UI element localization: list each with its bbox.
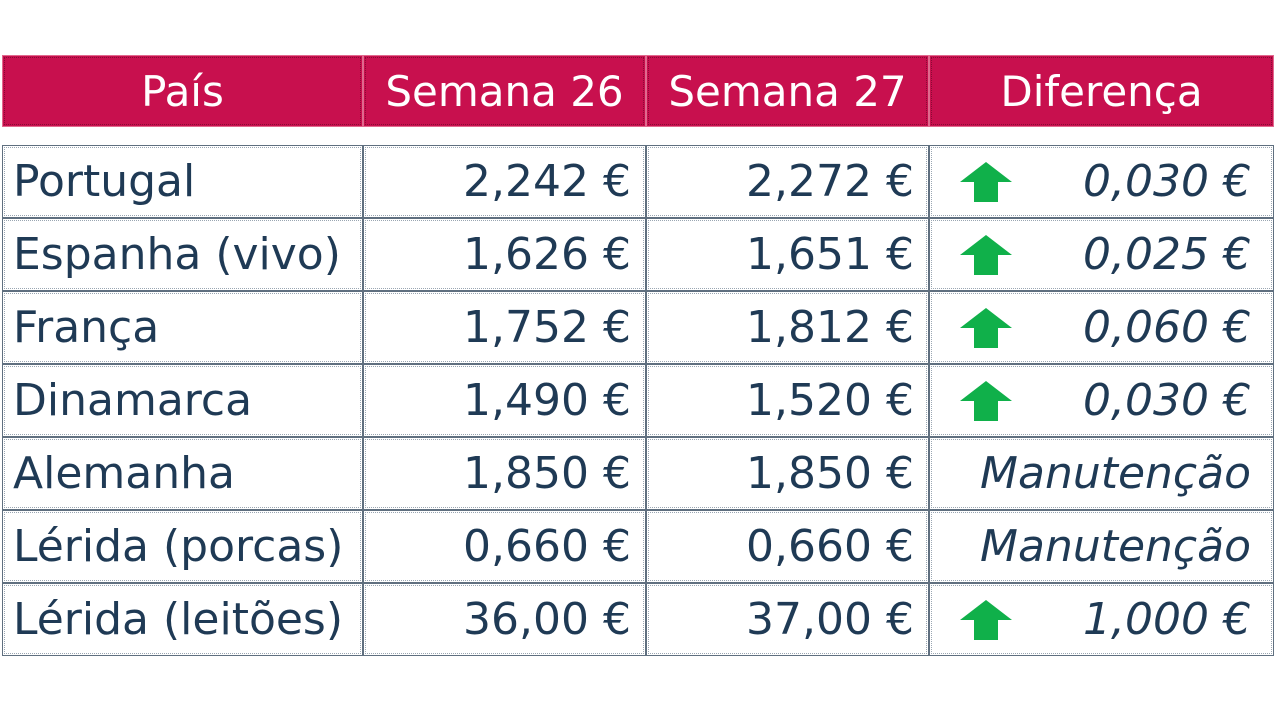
week27-value: 1,850 € <box>646 437 929 510</box>
week27-value: 37,00 € <box>646 583 929 656</box>
week26-value: 1,752 € <box>363 291 646 364</box>
week26-value: 2,242 € <box>363 145 646 218</box>
country-cell: Dinamarca <box>2 364 363 437</box>
difference-cell: Manutenção <box>929 437 1274 510</box>
price-table: País Semana 26 Semana 27 Diferença Portu… <box>2 55 1278 656</box>
difference-cell: 0,025 € <box>929 218 1274 291</box>
difference-value: Manutenção <box>980 521 1251 572</box>
header-week26: Semana 26 <box>363 55 646 127</box>
header-difference: Diferença <box>929 55 1274 127</box>
arrow-up-icon <box>960 161 1012 202</box>
country-cell: Espanha (vivo) <box>2 218 363 291</box>
difference-value: Manutenção <box>980 448 1251 499</box>
week26-value: 1,626 € <box>363 218 646 291</box>
country-cell: França <box>2 291 363 364</box>
country-cell: Portugal <box>2 145 363 218</box>
week27-value: 0,660 € <box>646 510 929 583</box>
arrow-up-icon <box>960 599 1012 640</box>
arrow-up-icon <box>960 234 1012 275</box>
difference-value: 0,025 € <box>1083 229 1251 280</box>
difference-cell: 1,000 € <box>929 583 1274 656</box>
difference-value: 0,030 € <box>1083 375 1251 426</box>
country-cell: Lérida (porcas) <box>2 510 363 583</box>
week27-value: 1,520 € <box>646 364 929 437</box>
difference-value: 0,060 € <box>1083 302 1251 353</box>
week26-value: 1,850 € <box>363 437 646 510</box>
arrow-up-icon <box>960 380 1012 421</box>
difference-cell: Manutenção <box>929 510 1274 583</box>
difference-cell: 0,060 € <box>929 291 1274 364</box>
difference-value: 0,030 € <box>1083 156 1251 207</box>
week27-value: 1,651 € <box>646 218 929 291</box>
week26-value: 1,490 € <box>363 364 646 437</box>
week26-value: 0,660 € <box>363 510 646 583</box>
difference-cell: 0,030 € <box>929 364 1274 437</box>
difference-cell: 0,030 € <box>929 145 1274 218</box>
country-cell: Lérida (leitões) <box>2 583 363 656</box>
header-gap <box>2 127 1274 145</box>
week26-value: 36,00 € <box>363 583 646 656</box>
difference-value: 1,000 € <box>1083 594 1251 645</box>
week27-value: 1,812 € <box>646 291 929 364</box>
header-country: País <box>2 55 363 127</box>
arrow-up-icon <box>960 307 1012 348</box>
country-cell: Alemanha <box>2 437 363 510</box>
header-week27: Semana 27 <box>646 55 929 127</box>
week27-value: 2,272 € <box>646 145 929 218</box>
